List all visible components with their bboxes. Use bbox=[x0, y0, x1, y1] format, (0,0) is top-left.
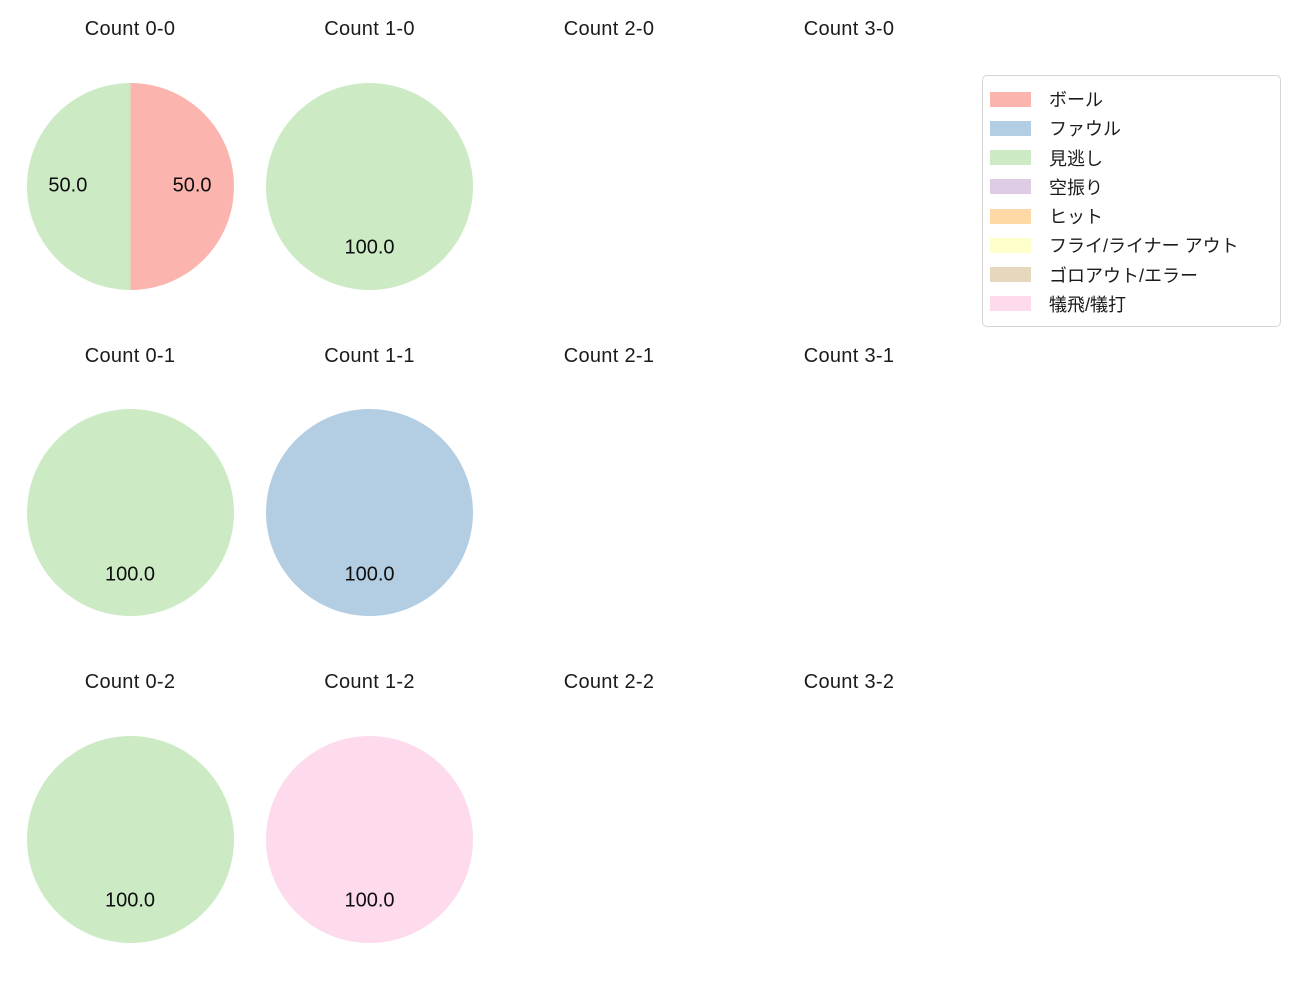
pie-title-count-2-1: Count 2-1 bbox=[563, 345, 655, 367]
legend-swatch bbox=[990, 179, 1031, 195]
legend-label: 空振り bbox=[1049, 177, 1103, 198]
pie-title-count-3-0: Count 3-0 bbox=[803, 18, 895, 40]
legend-swatch bbox=[990, 208, 1031, 224]
pie-title-count-3-2: Count 3-2 bbox=[803, 671, 895, 693]
legend-label: ゴロアウト/エラー bbox=[1049, 265, 1199, 286]
pie-percent-label: 100.0 bbox=[344, 889, 395, 912]
legend-label: ボール bbox=[1049, 90, 1103, 110]
legend-swatch bbox=[990, 120, 1031, 136]
legend-swatch bbox=[990, 267, 1031, 283]
pie-count-0-1 bbox=[26, 409, 234, 616]
legend-label: ファウル bbox=[1049, 119, 1121, 140]
legend-item: 見逃し bbox=[990, 144, 1270, 172]
pie-count-1-1 bbox=[266, 409, 473, 616]
legend-label: 見逃し bbox=[1049, 148, 1103, 169]
legend-label: 犠飛/犠打 bbox=[1049, 294, 1127, 315]
pie-title-count-1-1: Count 1-1 bbox=[324, 345, 415, 367]
pie-title-count-1-0: Count 1-0 bbox=[324, 18, 415, 40]
pie-percent-label: 100.0 bbox=[344, 563, 395, 586]
pie-title-count-1-2: Count 1-2 bbox=[324, 671, 415, 693]
pie-title-count-0-1: Count 0-1 bbox=[84, 345, 176, 367]
legend-item: 犠飛/犠打 bbox=[990, 290, 1270, 318]
legend-swatch bbox=[990, 91, 1031, 107]
pie-count-1-2 bbox=[266, 735, 473, 943]
legend-item: フライ/ライナー アウト bbox=[990, 231, 1270, 259]
legend-item: 空振り bbox=[990, 173, 1270, 201]
legend-label: フライ/ライナー アウト bbox=[1049, 236, 1239, 257]
pie-percent-label: 100.0 bbox=[104, 563, 156, 586]
pie-count-1-0 bbox=[266, 82, 473, 290]
pie-title-count-2-2: Count 2-2 bbox=[563, 671, 655, 693]
pie-title-count-3-1: Count 3-1 bbox=[803, 345, 895, 367]
pie-title-count-2-0: Count 2-0 bbox=[563, 18, 655, 40]
legend-label: ヒット bbox=[1049, 207, 1103, 228]
pie-percent-label: 100.0 bbox=[104, 889, 156, 912]
legend-swatch bbox=[990, 237, 1031, 253]
pie-count-0-2 bbox=[26, 735, 234, 943]
pie-title-count-0-0: Count 0-0 bbox=[84, 18, 176, 40]
legend-item: ボール bbox=[990, 85, 1270, 113]
legend: ボールファウル見逃し空振りヒットフライ/ライナー アウト ゴロアウト/エラー 犠飛/… bbox=[982, 75, 1281, 327]
pie-percent-label: 50.0 bbox=[48, 174, 88, 197]
legend-item: ヒット bbox=[990, 202, 1270, 230]
legend-swatch bbox=[990, 296, 1031, 312]
pie-count-0-0 bbox=[26, 82, 234, 290]
pie-percent-label: 50.0 bbox=[172, 174, 212, 197]
legend-swatch bbox=[990, 150, 1031, 166]
pie-percent-label: 100.0 bbox=[344, 236, 395, 259]
legend-item: ゴロアウト/エラー bbox=[990, 261, 1270, 289]
legend-item: ファウル bbox=[990, 114, 1270, 142]
pie-title-count-0-2: Count 0-2 bbox=[84, 671, 176, 693]
